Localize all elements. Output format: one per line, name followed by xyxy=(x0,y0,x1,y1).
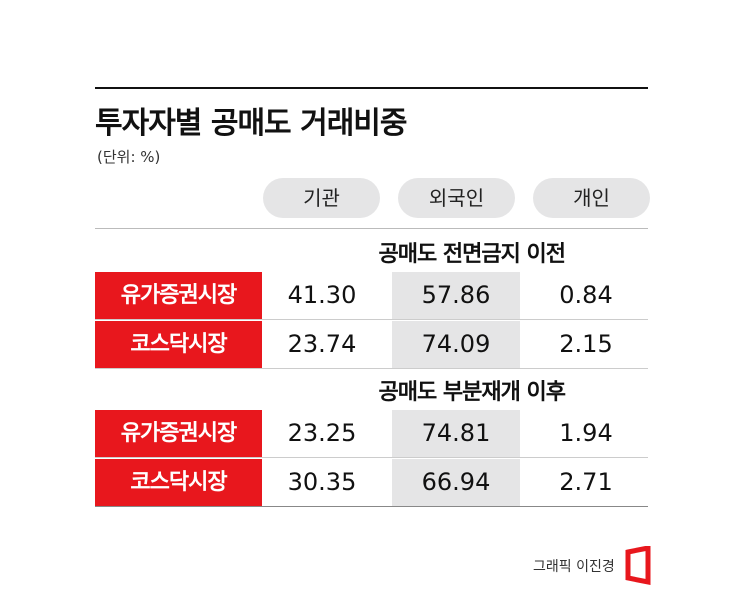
value-cell: 2.15 xyxy=(559,330,613,358)
row-label: 유가증권시장 xyxy=(95,410,262,457)
value-cell: 74.81 xyxy=(392,410,520,457)
row-label: 유가증권시장 xyxy=(95,272,262,319)
value-cell: 1.94 xyxy=(559,419,613,447)
value-cell: 66.94 xyxy=(392,459,520,506)
column-header: 기관 xyxy=(263,178,380,218)
logo xyxy=(625,546,651,586)
section-heading: 공매도 전면금지 이전 xyxy=(378,242,566,267)
section-heading: 공매도 부분재개 이후 xyxy=(378,380,566,405)
top-rule xyxy=(95,87,648,89)
title: 투자자별 공매도 거래비중 xyxy=(95,106,407,141)
value-cell: 23.25 xyxy=(287,419,357,447)
row-rule xyxy=(95,368,648,369)
value-cell: 74.09 xyxy=(392,321,520,368)
row-label: 코스닥시장 xyxy=(95,459,262,506)
value-cell: 0.84 xyxy=(559,281,613,309)
logo-mark xyxy=(625,546,651,586)
row-rule xyxy=(95,457,648,458)
value-cell: 41.30 xyxy=(287,281,357,309)
credit: 그래픽 이진경 xyxy=(533,559,615,575)
row-rule xyxy=(95,506,648,507)
column-header: 개인 xyxy=(533,178,650,218)
value-cell: 30.35 xyxy=(287,468,357,496)
value-cell: 57.86 xyxy=(392,272,520,319)
unit: (단위: %) xyxy=(97,148,161,166)
column-header: 외국인 xyxy=(398,178,515,218)
header-rule xyxy=(95,228,648,229)
value-cell: 2.71 xyxy=(559,468,613,496)
row-label: 코스닥시장 xyxy=(95,321,262,368)
row-rule xyxy=(95,319,648,320)
value-cell: 23.74 xyxy=(287,330,357,358)
